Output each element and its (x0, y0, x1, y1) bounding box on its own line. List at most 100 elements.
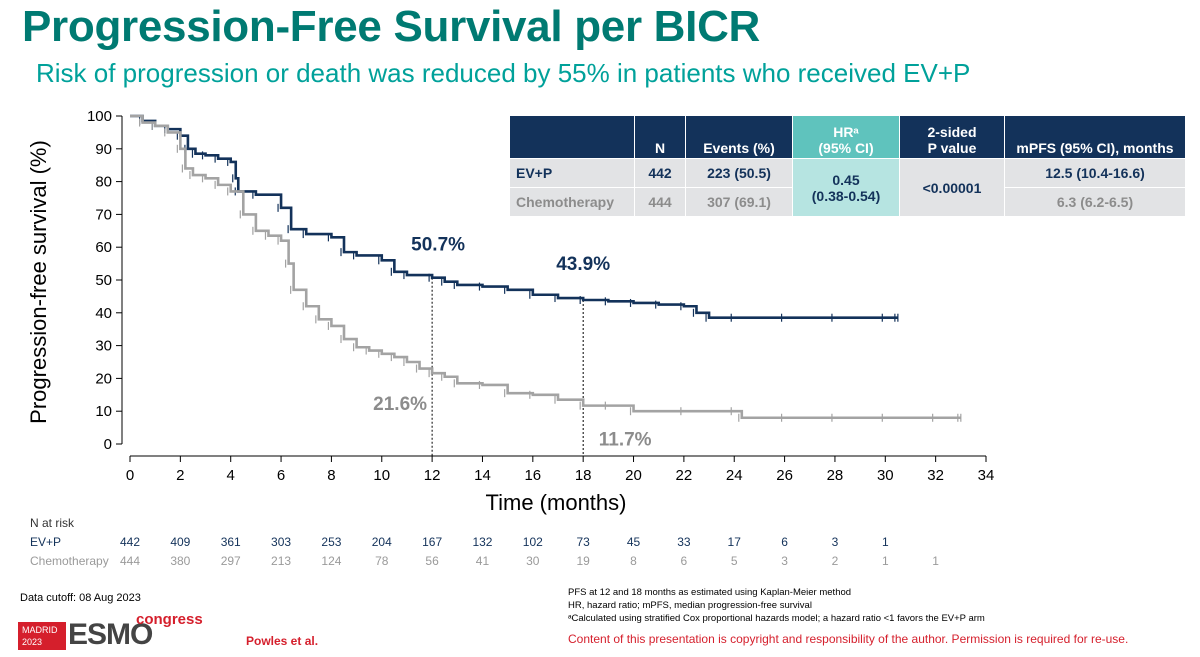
hr-value-cell: 0.45 (0.38-0.54) (792, 158, 900, 217)
x-tick-label: 20 (625, 467, 642, 484)
y-tick-label: 80 (95, 174, 112, 191)
x-tick-label: 4 (227, 467, 235, 484)
table-header-events: Events (%) (685, 115, 793, 159)
curves (130, 114, 962, 422)
at-risk-count: 6 (680, 554, 688, 568)
hr-header-line2: (95% CI) (818, 140, 874, 156)
y-tick-label: 50 (95, 272, 112, 289)
at-risk-count: 124 (321, 554, 342, 568)
y-tick-label: 30 (95, 338, 112, 355)
x-tick-label: 0 (126, 467, 134, 484)
at-risk-count: 167 (422, 535, 443, 549)
mpfs-value: 12.5 (10.4-16.6) (1004, 158, 1186, 188)
y-tick-label: 20 (95, 370, 112, 387)
y-tick-label: 10 (95, 403, 112, 420)
x-tick-label: 26 (776, 467, 793, 484)
x-tick-label: 6 (277, 467, 285, 484)
x-tick-label: 22 (676, 467, 693, 484)
x-tick-label: 30 (877, 467, 894, 484)
at-risk-count: 213 (271, 554, 292, 568)
pfs-annotation-label: 21.6% (373, 394, 427, 415)
p-header-line2: P value (927, 140, 977, 156)
table-row-chemo: Chemotherapy 444 307 (69.1) 6.3 (6.2-6.5… (509, 187, 1186, 217)
table-row-evp: EV+P 442 223 (50.5) 0.45 (0.38-0.54) <0.0… (509, 158, 1186, 217)
km-curve-evp (130, 114, 898, 320)
km-chart: 0 2 4 6 8 10 12 14 16 18 20 22 24 26 28 30 32 34010203040… (26, 108, 995, 515)
at-risk-count: 380 (170, 554, 191, 568)
at-risk-count: 78 (375, 554, 389, 568)
n-value: 442 (634, 158, 686, 188)
x-tick-label: 16 (524, 467, 541, 484)
at-risk-count: 73 (576, 535, 590, 549)
reference-lines (431, 277, 584, 456)
x-tick-label: 34 (978, 467, 995, 484)
at-risk-count: 444 (119, 554, 141, 568)
hazard-ratio-table: N Events (%) HRᵃ (95% CI) 2-sided P value … (509, 115, 1186, 217)
y-tick-label: 40 (95, 305, 112, 322)
table-header-n: N (634, 115, 686, 159)
x-tick-label: 24 (726, 467, 743, 484)
x-tick-label: 12 (424, 467, 441, 484)
at-risk-label-evp: EV+P (30, 535, 62, 549)
logo-year: 2023 (22, 637, 43, 647)
at-risk-count: 3 (781, 554, 788, 568)
footnote-2: HR, hazard ratio; mPFS, median progressi… (568, 600, 812, 611)
at-risk-count: 1 (932, 554, 939, 568)
footnote-1: PFS at 12 and 18 months as estimated usi… (568, 587, 852, 598)
table-header-mpfs: mPFS (95% CI), months (1004, 115, 1186, 159)
at-risk-count: 3 (831, 535, 839, 549)
table-header-arm (509, 115, 635, 159)
author-credit: Powles et al. (246, 634, 319, 648)
at-risk-count: 5 (730, 554, 738, 568)
arm-label: Chemotherapy (509, 187, 635, 217)
at-risk-count: 303 (271, 535, 292, 549)
p-header-line1: 2-sided (927, 124, 977, 140)
slide-subtitle: Risk of progression or death was reduced… (36, 58, 971, 88)
pfs-annotation-label: 43.9% (556, 254, 610, 275)
pfs-annotation-label: 11.7% (599, 430, 652, 451)
logo-congress: congress (136, 611, 203, 628)
y-tick-label: 90 (95, 141, 112, 158)
at-risk-count: 361 (220, 535, 241, 549)
x-tick-label: 8 (327, 467, 335, 484)
at-risk-count: 45 (626, 535, 641, 549)
y-tick-label: 70 (95, 206, 112, 223)
at-risk-count: 2 (831, 554, 839, 568)
data-cutoff: Data cutoff: 08 Aug 2023 (20, 592, 141, 604)
annotations: 50.7% 43.9% 21.6% 11.7% (373, 235, 652, 451)
at-risk-title: N at risk (30, 516, 75, 530)
y-tick-label: 60 (95, 239, 112, 256)
at-risk-count: 442 (119, 535, 141, 549)
y-tick-label: 100 (87, 108, 112, 125)
at-risk-count: 253 (321, 535, 342, 549)
hr-value: 0.45 (832, 171, 860, 188)
at-risk-count: 30 (526, 554, 540, 568)
table-header-p: 2-sided P value (899, 115, 1005, 159)
at-risk-count: 19 (576, 554, 590, 568)
logo-madrid: MADRID (22, 625, 58, 635)
at-risk-count: 41 (475, 554, 490, 568)
hr-header-line1: HRᵃ (833, 124, 859, 140)
events-value: 307 (69.1) (685, 187, 793, 217)
x-tick-label: 18 (575, 467, 592, 484)
x-tick-label: 14 (474, 467, 491, 484)
logo-madrid-box: MADRID 2023 (18, 622, 66, 650)
y-axis-label: Progression-free survival (%) (26, 140, 51, 424)
hr-ci: (0.38-0.54) (811, 187, 881, 204)
x-tick-label: 28 (827, 467, 844, 484)
at-risk-count: 132 (472, 535, 493, 549)
at-risk-count: 409 (170, 535, 191, 549)
at-risk-count: 102 (522, 535, 543, 549)
mpfs-value: 6.3 (6.2-6.5) (1004, 187, 1186, 217)
arm-label: EV+P (509, 158, 635, 188)
at-risk-count: 8 (630, 554, 637, 568)
n-value: 444 (634, 187, 686, 217)
esmo-congress-logo: MADRID 2023 ESMO congress (18, 611, 203, 651)
x-tick-label: 32 (927, 467, 944, 484)
at-risk-count: 1 (881, 535, 889, 549)
y-tick-label: 0 (104, 436, 112, 453)
at-risk-count: 6 (781, 535, 788, 549)
at-risk-count: 17 (727, 535, 741, 549)
pfs-annotation-label: 50.7% (411, 235, 465, 256)
km-curve-chemo (130, 114, 961, 420)
